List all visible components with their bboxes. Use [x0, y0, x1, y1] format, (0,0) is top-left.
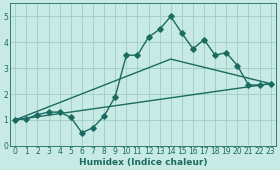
- X-axis label: Humidex (Indice chaleur): Humidex (Indice chaleur): [79, 158, 207, 167]
